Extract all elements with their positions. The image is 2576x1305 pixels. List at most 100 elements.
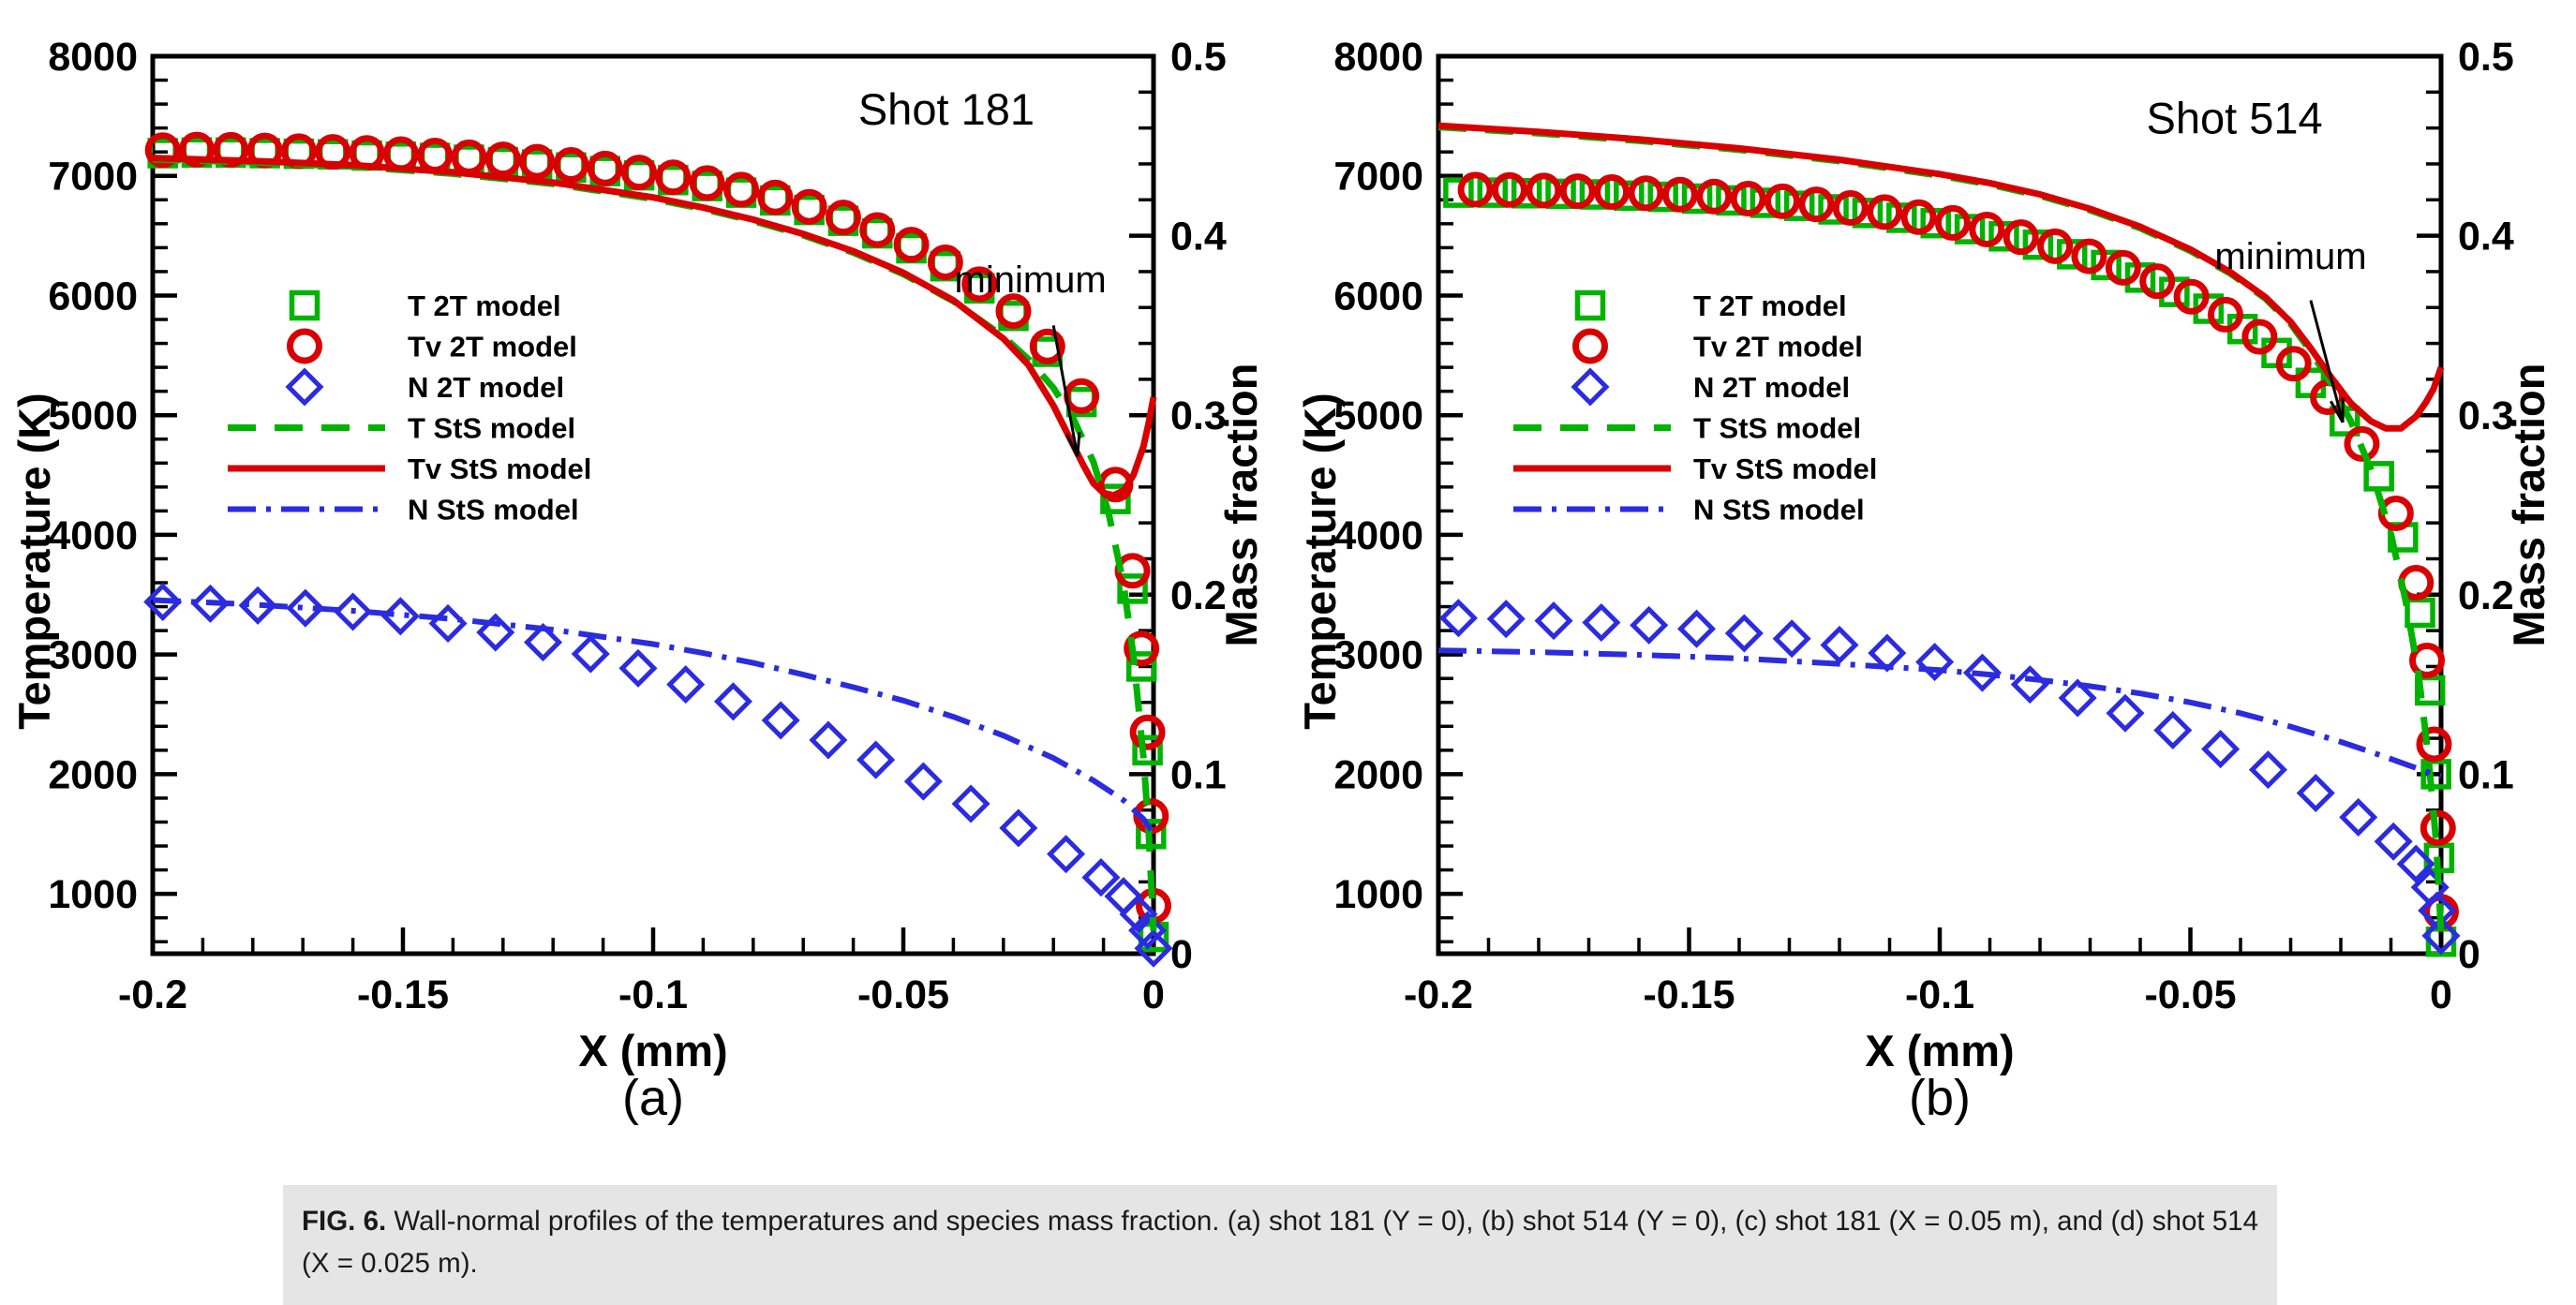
circle-marker xyxy=(553,146,589,183)
square-marker xyxy=(1614,180,1645,212)
diamond-marker xyxy=(523,623,563,662)
minimum-annotation: minimum xyxy=(955,260,1107,301)
square-marker xyxy=(1125,651,1157,682)
square-marker xyxy=(1117,573,1148,604)
panel-title: Shot 514 xyxy=(2146,93,2322,142)
circle-marker xyxy=(2207,296,2243,333)
chart-shot-181: 1000 2000 3000 4000 5000 6000 7000 8000 0 0.1 0.2 0… xyxy=(9,35,1266,1126)
square-marker xyxy=(1852,198,1884,229)
square-marker xyxy=(1100,483,1131,514)
y-left-tick-label: 5000 xyxy=(48,393,138,438)
legend-label: Tv 2T model xyxy=(408,331,577,363)
circle-marker xyxy=(2344,425,2380,462)
diamond-marker xyxy=(2010,665,2049,704)
circle-marker xyxy=(1764,183,1801,219)
figure-caption-text: Wall-normal profiles of the temperatures… xyxy=(302,1206,2258,1279)
diamond-marker xyxy=(571,634,610,674)
diamond-marker xyxy=(2339,797,2378,837)
x-tick-label: -0.1 xyxy=(1905,972,1974,1017)
circle-marker xyxy=(2071,238,2107,274)
diamond-marker xyxy=(1724,614,1764,653)
diamond-marker xyxy=(476,613,515,652)
y-left-tick-label: 6000 xyxy=(48,274,138,319)
diamond-marker xyxy=(1571,367,1610,407)
diamond-marker xyxy=(809,720,848,760)
y-right-tick-label: 0.2 xyxy=(1170,573,1227,618)
circle-marker xyxy=(1526,172,1562,209)
square-marker xyxy=(1988,220,2019,252)
diamond-marker xyxy=(1534,601,1573,641)
panel-title: Shot 181 xyxy=(858,84,1035,134)
x-tick-label: -0.1 xyxy=(618,972,688,1017)
square-marker xyxy=(1954,214,1986,245)
square-marker xyxy=(1443,177,1474,208)
legend-label: N 2T model xyxy=(408,371,564,404)
figure-caption-label: FIG. 6. xyxy=(302,1206,387,1237)
circle-marker xyxy=(722,171,759,208)
y-left-tick-label: 8000 xyxy=(48,35,138,80)
diamond-marker xyxy=(666,665,706,704)
diamond-marker xyxy=(2106,693,2145,733)
series-line xyxy=(1437,122,2445,432)
diamond-marker xyxy=(285,367,324,407)
y-left-axis-title: Temperature (K) xyxy=(1303,393,1345,730)
diamond-marker xyxy=(1582,602,1621,643)
y-right-tick-label: 0.1 xyxy=(2458,752,2514,797)
y-right-tick-label: 0.3 xyxy=(2458,393,2514,438)
diamond-marker xyxy=(2248,750,2287,790)
circle-marker xyxy=(893,227,930,263)
y-left-axis-title: Temperature (K) xyxy=(9,393,59,730)
diamond-marker xyxy=(903,762,943,801)
plot-border xyxy=(1436,53,2444,957)
square-marker xyxy=(1511,178,1542,209)
circle-marker xyxy=(1934,204,1971,241)
diamond-marker xyxy=(2374,822,2413,861)
diamond-marker xyxy=(238,586,277,625)
circle-marker xyxy=(1969,211,2005,247)
y-left-tick-label: 4000 xyxy=(48,513,138,558)
y-left-tick-label: 2000 xyxy=(48,752,138,797)
circle-marker xyxy=(2241,319,2278,355)
circle-marker xyxy=(927,244,963,280)
circle-marker xyxy=(1559,173,1596,210)
x-tick-label: 0 xyxy=(2430,972,2452,1017)
circle-marker xyxy=(1900,199,1937,235)
legend-label: T StS model xyxy=(408,412,575,445)
square-marker xyxy=(1132,734,1163,766)
circle-marker xyxy=(791,188,827,225)
circle-marker xyxy=(1457,171,1494,208)
circle-marker xyxy=(1696,178,1733,215)
x-tick-label: -0.05 xyxy=(857,972,949,1017)
figure-caption: FIG. 6. Wall-normal profiles of the temp… xyxy=(283,1185,2277,1305)
x-tick-label: -0.2 xyxy=(1404,972,1473,1017)
circle-marker xyxy=(961,266,998,303)
legend-label: Tv StS model xyxy=(408,452,591,485)
y-left-tick-label: 2000 xyxy=(1333,752,1423,797)
square-marker xyxy=(1545,178,1576,210)
square-marker xyxy=(289,289,320,321)
y-left-tick-label: 1000 xyxy=(1333,872,1423,917)
square-marker xyxy=(1477,177,1509,208)
diamond-marker xyxy=(1676,609,1717,648)
diamond-marker xyxy=(2201,730,2241,769)
y-left-tick-label: 8000 xyxy=(1333,35,1423,80)
square-marker xyxy=(1818,194,1849,225)
square-marker xyxy=(1886,202,1917,233)
circle-marker xyxy=(1029,328,1065,364)
y-right-tick-label: 0.5 xyxy=(1170,35,1227,80)
chart-shot-514: 1000 2000 3000 4000 5000 6000 7000 8000 0 0.1 0.2 0… xyxy=(1303,35,2554,1126)
diamond-marker xyxy=(1128,911,1168,950)
circle-marker xyxy=(995,293,1032,330)
circle-marker xyxy=(1124,630,1160,667)
circle-marker xyxy=(178,131,215,168)
square-marker xyxy=(1681,183,1713,215)
legend-label: T 2T model xyxy=(1693,289,1847,322)
diamond-marker xyxy=(1820,625,1859,664)
x-tick-label: 0 xyxy=(1142,972,1165,1017)
diamond-marker xyxy=(286,588,325,628)
diamond-marker xyxy=(713,682,752,721)
annotation-arrow xyxy=(2309,300,2345,423)
circle-marker xyxy=(1798,186,1835,223)
diamond-marker xyxy=(2058,678,2097,718)
